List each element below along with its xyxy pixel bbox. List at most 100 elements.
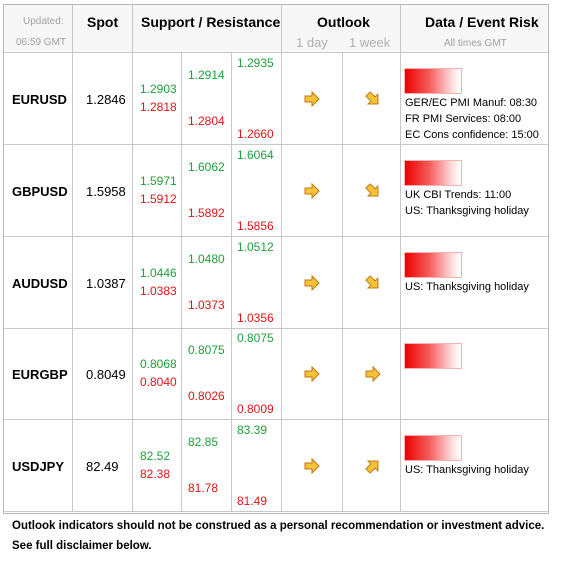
column-divider (342, 420, 343, 511)
table-row: GBPUSD 1.5958 1.5971 1.5912 1.6062 1.5892 1.60… (4, 145, 548, 237)
column-divider (342, 53, 343, 144)
outlook-1week-arrow-icon (364, 365, 382, 383)
column-divider (72, 145, 73, 236)
event-risk-item: GER/EC PMI Manuf: 08:30 (405, 97, 538, 109)
column-divider (400, 328, 401, 419)
column-divider (181, 145, 182, 236)
event-risk-item: FR PMI Services: 08:00 (405, 113, 522, 125)
column-divider (400, 53, 401, 144)
column-divider (72, 237, 73, 328)
table-row: EURUSD 1.2846 1.2903 1.2818 1.2914 1.2804 1.29… (4, 53, 548, 145)
support-resistance-1-lower: 82.38 (140, 467, 171, 481)
support-resistance-3-upper: 1.6064 (237, 148, 274, 162)
table-row: EURGBP 0.8049 0.8068 0.8040 0.8075 0.8026 0.80… (4, 328, 548, 420)
column-divider (281, 237, 282, 328)
outlook-1day-label: 1 day (296, 35, 328, 50)
outlook-1day-arrow-icon (303, 90, 321, 108)
support-resistance-3-upper: 83.39 (237, 423, 268, 437)
support-resistance-3-upper: 1.2935 (237, 56, 274, 70)
column-divider (72, 53, 73, 144)
outlook-1day-arrow-icon (303, 274, 321, 292)
table-header: Updated: 06:59 GMT Spot Support / Resist… (4, 5, 548, 53)
column-divider (132, 328, 133, 419)
support-resistance-2-lower: 0.8026 (188, 389, 225, 403)
column-divider (231, 53, 232, 144)
column-divider (231, 237, 232, 328)
column-divider (231, 145, 232, 236)
support-resistance-2-upper: 1.2914 (188, 68, 225, 82)
disclaimer-line-1: Outlook indicators should not be constru… (12, 520, 545, 532)
support-resistance-3-upper: 0.8075 (237, 331, 274, 345)
column-divider (400, 420, 401, 511)
event-risk-item: US: Thanksgiving holiday (405, 464, 529, 476)
table-row: USDJPY 82.49 82.52 82.38 82.85 81.78 83.39 81.4… (4, 420, 548, 512)
currency-pair: AUDUSD (12, 276, 68, 291)
column-divider (281, 420, 282, 511)
support-resistance-header: Support / Resistance (141, 14, 281, 30)
support-resistance-3-lower: 81.49 (237, 494, 268, 508)
outlook-1week-arrow-icon (364, 182, 382, 200)
support-resistance-1-upper: 0.8068 (140, 357, 177, 371)
spot-price: 82.49 (86, 459, 119, 474)
support-resistance-2-upper: 82.85 (188, 435, 219, 449)
support-resistance-3-upper: 1.0512 (237, 240, 274, 254)
support-resistance-2-lower: 1.2804 (188, 114, 225, 128)
event-risk-bar (404, 252, 462, 278)
column-divider (342, 145, 343, 236)
column-divider (132, 53, 133, 144)
outlook-1week-arrow-icon (364, 90, 382, 108)
updated-label: Updated: (23, 16, 64, 27)
forex-outlook-table: Updated: 06:59 GMT Spot Support / Resist… (3, 4, 549, 514)
support-resistance-3-lower: 0.8009 (237, 402, 274, 416)
column-divider (231, 420, 232, 511)
column-divider (181, 328, 182, 419)
column-divider (400, 237, 401, 328)
outlook-1week-label: 1 week (349, 35, 391, 50)
support-resistance-1-upper: 1.5971 (140, 174, 177, 188)
event-risk-item: UK CBI Trends: 11:00 (405, 189, 512, 201)
support-resistance-2-upper: 0.8075 (188, 343, 225, 357)
support-resistance-2-lower: 1.5892 (188, 206, 225, 220)
column-divider (72, 328, 73, 419)
column-divider (400, 145, 401, 236)
currency-pair: EURUSD (12, 92, 67, 107)
data-event-risk-header: Data / Event Risk (425, 14, 539, 30)
spot-price: 0.8049 (86, 367, 126, 382)
support-resistance-1-lower: 1.2818 (140, 100, 177, 114)
column-divider (72, 420, 73, 511)
all-times-gmt-label: All times GMT (444, 38, 507, 49)
column-divider (281, 145, 282, 236)
column-divider (181, 53, 182, 144)
column-divider (181, 420, 182, 511)
table-row: AUDUSD 1.0387 1.0446 1.0383 1.0480 1.0373 1.05… (4, 237, 548, 329)
column-divider (342, 328, 343, 419)
outlook-1day-arrow-icon (303, 365, 321, 383)
spot-price: 1.0387 (86, 276, 126, 291)
currency-pair: GBPUSD (12, 184, 68, 199)
spot-price: 1.2846 (86, 92, 126, 107)
column-divider (281, 328, 282, 419)
column-divider (231, 328, 232, 419)
column-divider (132, 420, 133, 511)
support-resistance-1-upper: 82.52 (140, 449, 171, 463)
support-resistance-3-lower: 1.0356 (237, 311, 274, 325)
outlook-header: Outlook (317, 14, 370, 30)
spot-header: Spot (87, 14, 119, 30)
column-divider (281, 53, 282, 144)
currency-pair: USDJPY (12, 459, 65, 474)
outlook-1week-arrow-icon (364, 457, 382, 475)
support-resistance-2-upper: 1.0480 (188, 252, 225, 266)
event-risk-bar (404, 68, 462, 94)
currency-pair: EURGBP (12, 367, 68, 382)
column-divider (132, 237, 133, 328)
support-resistance-1-lower: 1.0383 (140, 284, 177, 298)
updated-time: 06:59 GMT (16, 37, 67, 48)
support-resistance-1-upper: 1.0446 (140, 266, 177, 280)
event-risk-item: US: Thanksgiving holiday (405, 205, 529, 217)
column-divider (181, 237, 182, 328)
event-risk-bar (404, 343, 462, 369)
support-resistance-3-lower: 1.5856 (237, 219, 274, 233)
support-resistance-2-lower: 81.78 (188, 481, 219, 495)
support-resistance-2-upper: 1.6062 (188, 160, 225, 174)
support-resistance-2-lower: 1.0373 (188, 298, 225, 312)
